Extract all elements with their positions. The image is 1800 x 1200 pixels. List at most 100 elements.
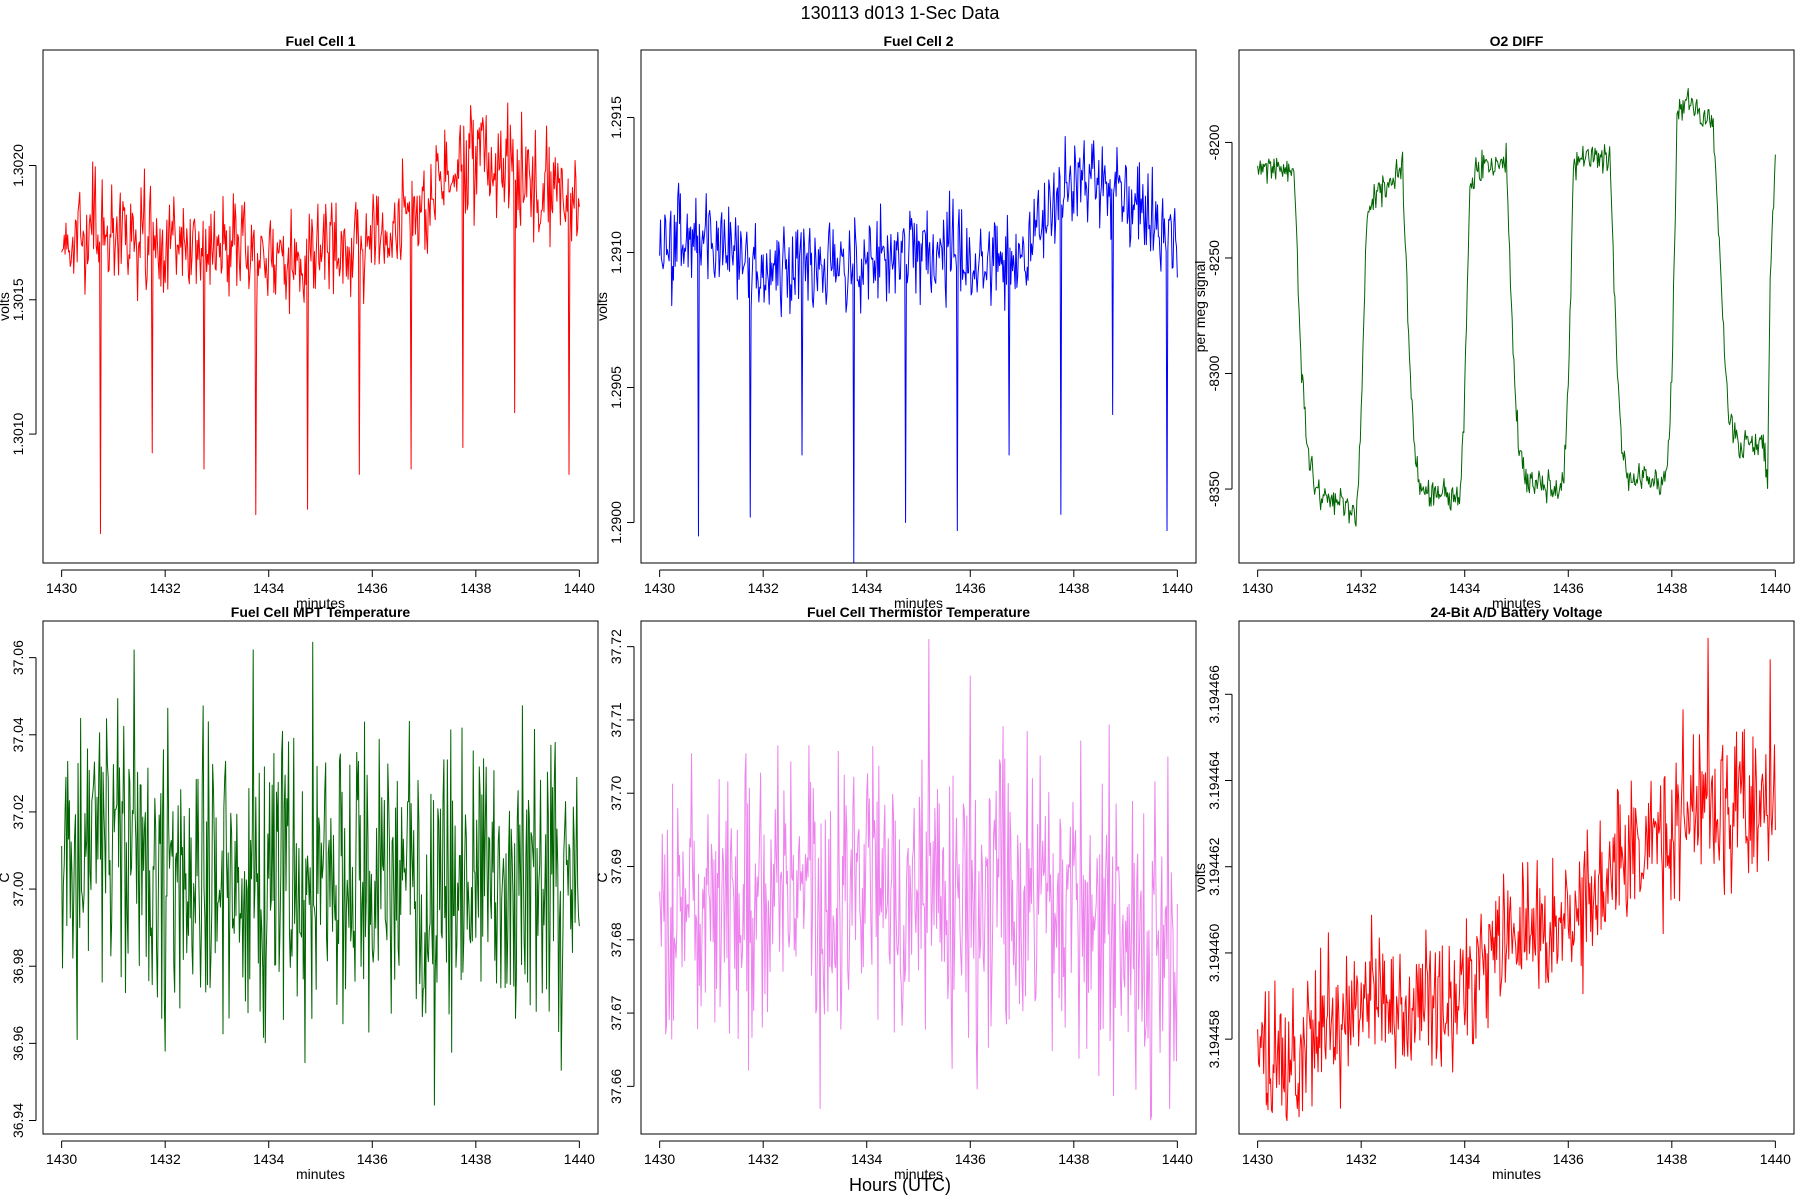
panel-4-y-tick-label: 37.04 (10, 717, 26, 752)
panel-6-x-tick-label: 1432 (1346, 1151, 1377, 1167)
panel-1-x-tick-label: 1440 (564, 580, 595, 596)
panel-6-y-tick-label: 3.194458 (1206, 1010, 1222, 1069)
panel-4-y-tick-label: 37.06 (10, 640, 26, 675)
panel-6-y-tick-label: 3.194464 (1206, 751, 1222, 810)
panel-6: 24-Bit A/D Battery Voltage 1430 1432 1434 14… (1192, 604, 1795, 1182)
panel-2-x-tick-label: 1436 (955, 580, 986, 596)
panel-2-x-axis-label: minutes (894, 595, 943, 611)
panel-4-y-tick-label: 37.00 (10, 871, 26, 906)
panel-5-series-line (659, 638, 1178, 1121)
figure-footer-label: Hours (UTC) (849, 1175, 951, 1195)
panel-5-y-tick-label: 37.72 (608, 629, 624, 664)
panel-2-y-axis: 1.2900 1.2905 1.2910 1.2915 (608, 96, 635, 544)
panel-6-y-axis: 3.194458 3.194460 3.194462 3.194464 3.194466 (1206, 665, 1233, 1069)
panel-5-title: Fuel Cell Thermistor Temperature (807, 604, 1030, 620)
panel-4-y-axis-label: C (0, 872, 12, 882)
panel-6-x-tick-label: 1434 (1449, 1151, 1480, 1167)
panel-5-y-tick-label: 37.67 (608, 995, 624, 1030)
panel-4-y-tick-label: 36.96 (10, 1026, 26, 1061)
panel-6-x-axis-label: minutes (1492, 1166, 1541, 1182)
panel-2-frame (640, 49, 1197, 564)
panel-3-y-axis-label: per meg signal (1192, 261, 1208, 353)
panel-3-series-line (1257, 87, 1776, 527)
panel-6-x-tick-label: 1436 (1553, 1151, 1584, 1167)
panel-3-y-tick-label: -8200 (1206, 124, 1222, 160)
panel-4-y-tick-label: 37.02 (10, 794, 26, 829)
panel-3: O2 DIFF 1430 1432 1434 1436 1438 1440 minutes -8… (1192, 33, 1795, 611)
panel-5-frame (640, 620, 1197, 1135)
panel-2-y-tick-label: 1.2915 (608, 96, 624, 139)
panel-2-x-tick-label: 1430 (644, 580, 675, 596)
panel-5-x-axis: 1430 1432 1434 1436 1438 1440 (644, 1140, 1193, 1167)
panel-1-x-tick-label: 1438 (460, 580, 491, 596)
panel-3-y-tick-label: -8300 (1206, 355, 1222, 391)
panel-3-x-tick-label: 1440 (1760, 580, 1791, 596)
panel-5-x-tick-label: 1432 (748, 1151, 779, 1167)
panel-1-x-tick-label: 1432 (150, 580, 181, 596)
panel-4-y-tick-label: 36.94 (10, 1103, 26, 1138)
panel-2-y-tick-label: 1.2900 (608, 501, 624, 544)
panel-3-x-tick-label: 1438 (1656, 580, 1687, 596)
panel-1-y-tick-label: 1.3015 (10, 278, 26, 321)
panel-4-y-axis: 36.94 36.96 36.98 37.00 37.02 37.04 37.06 (10, 640, 37, 1138)
panel-2-x-axis: 1430 1432 1434 1436 1438 1440 (644, 569, 1193, 596)
panel-2-x-tick-label: 1434 (851, 580, 882, 596)
panel-5-y-axis: 37.66 37.67 37.68 37.69 37.70 37.71 37.72 (608, 629, 635, 1104)
panel-5-y-tick-label: 37.68 (608, 922, 624, 957)
panel-2: Fuel Cell 2 1430 1432 1434 1436 1438 1440 minut… (594, 33, 1197, 611)
panel-6-x-tick-label: 1430 (1242, 1151, 1273, 1167)
panel-4-x-tick-label: 1436 (357, 1151, 388, 1167)
panel-6-x-tick-label: 1438 (1656, 1151, 1687, 1167)
panel-5-y-axis-label: C (594, 872, 610, 882)
panel-2-title: Fuel Cell 2 (883, 33, 953, 49)
panel-2-y-tick-label: 1.2905 (608, 366, 624, 409)
panel-1-y-axis-label: volts (0, 292, 12, 321)
panel-3-y-tick-label: -8250 (1206, 240, 1222, 276)
panel-4-x-tick-label: 1434 (253, 1151, 284, 1167)
panel-1-x-axis: 1430 1432 1434 1436 1438 1440 (46, 569, 595, 596)
panel-4-series-line (61, 641, 580, 1106)
panel-1-x-tick-label: 1434 (253, 580, 284, 596)
panel-1-series-line (61, 102, 580, 534)
panel-3-x-tick-label: 1430 (1242, 580, 1273, 596)
panel-2-x-tick-label: 1438 (1058, 580, 1089, 596)
panel-5: Fuel Cell Thermistor Temperature 1430 1432… (594, 604, 1197, 1182)
panel-4-y-tick-label: 36.98 (10, 948, 26, 983)
figure-title: 130113 d013 1-Sec Data (801, 3, 1001, 23)
panel-3-y-tick-label: -8350 (1206, 471, 1222, 507)
panel-3-title: O2 DIFF (1490, 33, 1544, 49)
panel-3-x-tick-label: 1436 (1553, 580, 1584, 596)
panel-4-x-axis: 1430 1432 1434 1436 1438 1440 (46, 1140, 595, 1167)
panel-4-x-axis-label: minutes (296, 1166, 345, 1182)
panel-1: Fuel Cell 1 1430 1432 1434 1436 1438 1440 minut… (0, 33, 599, 611)
panel-3-x-axis: 1430 1432 1434 1436 1438 1440 (1242, 569, 1791, 596)
panel-6-y-tick-label: 3.194466 (1206, 665, 1222, 724)
panel-2-x-tick-label: 1432 (748, 580, 779, 596)
panel-2-series-line (659, 136, 1178, 563)
chart-panels: Fuel Cell 1 1430 1432 1434 1436 1438 1440 minut… (0, 33, 1795, 1182)
panel-4-x-tick-label: 1432 (150, 1151, 181, 1167)
panel-6-title: 24-Bit A/D Battery Voltage (1431, 604, 1603, 620)
panel-5-y-tick-label: 37.71 (608, 702, 624, 737)
panel-5-x-tick-label: 1438 (1058, 1151, 1089, 1167)
panel-1-title: Fuel Cell 1 (285, 33, 355, 49)
panel-4-title: Fuel Cell MPT Temperature (231, 604, 411, 620)
panel-6-y-tick-label: 3.194462 (1206, 837, 1222, 896)
panel-1-y-tick-label: 1.3010 (10, 412, 26, 455)
panel-5-x-tick-label: 1434 (851, 1151, 882, 1167)
panel-1-x-tick-label: 1430 (46, 580, 77, 596)
panel-5-y-tick-label: 37.66 (608, 1069, 624, 1104)
panel-5-x-tick-label: 1430 (644, 1151, 675, 1167)
panel-1-y-tick-label: 1.3020 (10, 144, 26, 187)
panel-4-frame (42, 620, 599, 1135)
panel-3-frame (1238, 49, 1795, 564)
panel-1-x-tick-label: 1436 (357, 580, 388, 596)
panel-3-y-axis: -8350 -8300 -8250 -8200 (1206, 124, 1233, 507)
panel-3-x-tick-label: 1432 (1346, 580, 1377, 596)
panel-6-y-tick-label: 3.194460 (1206, 924, 1222, 983)
panel-1-frame (42, 49, 599, 564)
panel-6-series-line (1257, 637, 1776, 1122)
panel-2-x-tick-label: 1440 (1162, 580, 1193, 596)
